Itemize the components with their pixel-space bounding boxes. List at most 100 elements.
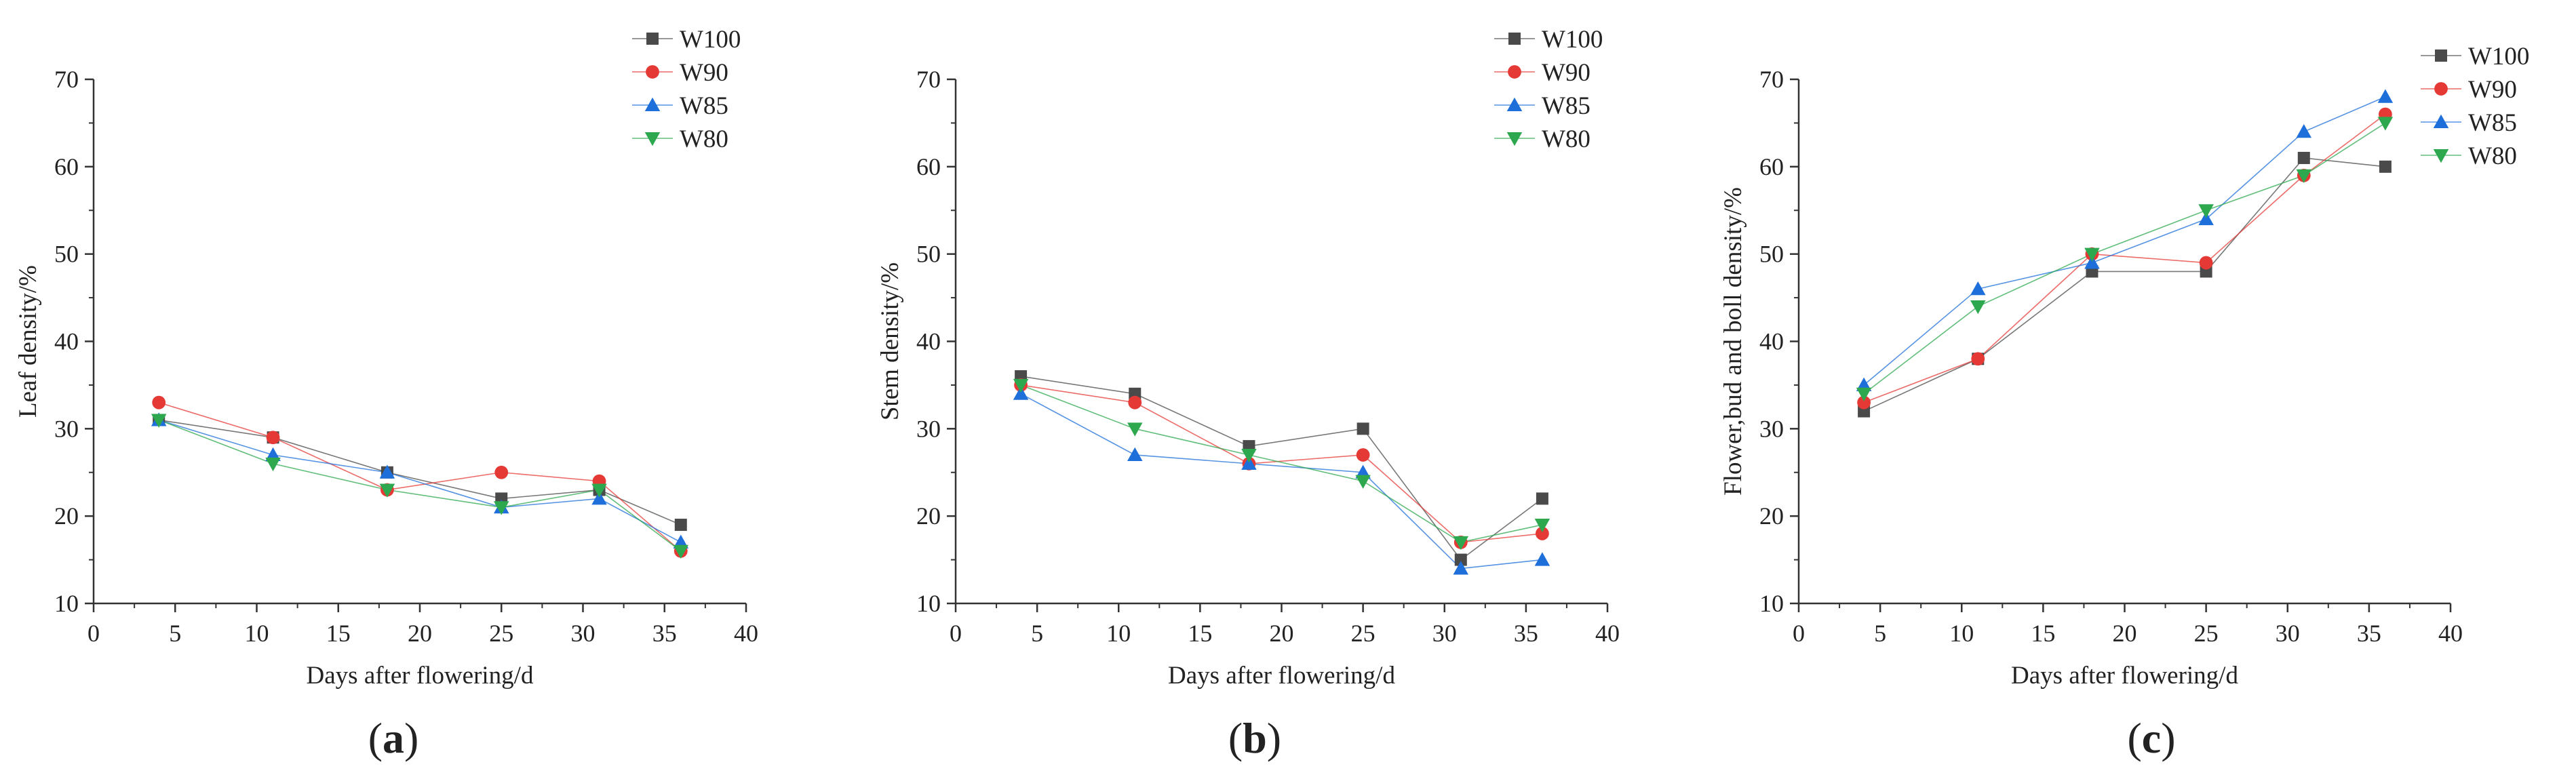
data-point-w85 bbox=[1453, 561, 1469, 575]
data-point-w90 bbox=[266, 431, 280, 445]
legend: W100 W90 W85 W80 bbox=[1494, 26, 1603, 153]
data-point-w85 bbox=[2377, 89, 2394, 103]
data-point-w80 bbox=[2084, 247, 2100, 262]
legend-marker-w85 bbox=[1506, 97, 1523, 111]
legend-marker-w90 bbox=[2434, 82, 2448, 96]
y-tick-label: 50 bbox=[916, 241, 941, 268]
x-tick-label: 0 bbox=[950, 620, 962, 647]
x-axis-title: Days after flowering/d bbox=[2011, 662, 2238, 690]
data-point-w85 bbox=[2296, 124, 2312, 138]
x-tick-label: 25 bbox=[489, 620, 513, 647]
data-point-w90 bbox=[494, 465, 509, 479]
data-point-w80 bbox=[591, 483, 607, 498]
data-point-w100 bbox=[1536, 492, 1548, 505]
series-line-w85 bbox=[158, 419, 682, 543]
data-point-w80 bbox=[1534, 519, 1550, 533]
x-tick-label: 20 bbox=[2113, 620, 2137, 647]
data-point-w80 bbox=[1970, 300, 1986, 315]
legend-marker-w85 bbox=[644, 97, 661, 111]
data-point-w80 bbox=[2296, 169, 2312, 183]
x-tick-label: 35 bbox=[2357, 620, 2381, 647]
x-tick-label: 35 bbox=[652, 620, 677, 647]
y-tick-label: 30 bbox=[54, 415, 79, 442]
legend-label-w80: W80 bbox=[2468, 142, 2517, 170]
data-point-w80 bbox=[1856, 387, 1872, 402]
y-tick-label: 70 bbox=[916, 66, 941, 93]
legend-label-w80: W80 bbox=[1542, 125, 1591, 153]
y-tick-label: 10 bbox=[916, 590, 941, 617]
y-tick-label: 10 bbox=[1759, 590, 1784, 617]
legend-label-w85: W85 bbox=[1542, 92, 1591, 120]
data-point-w100 bbox=[1357, 422, 1369, 435]
data-point-w80 bbox=[379, 483, 395, 498]
series-line-w80 bbox=[1863, 122, 2386, 395]
data-point-w100 bbox=[1454, 553, 1467, 566]
data-point-w90 bbox=[1536, 527, 1549, 540]
legend-label-w100: W100 bbox=[680, 26, 741, 54]
x-tick-label: 25 bbox=[2194, 620, 2219, 647]
y-tick-label: 60 bbox=[916, 153, 941, 180]
data-point-w85 bbox=[1534, 552, 1550, 566]
data-point-w85 bbox=[591, 491, 607, 505]
x-tick-label: 25 bbox=[1351, 620, 1375, 647]
y-axis-title: Flower,bud and boll density/% bbox=[1719, 187, 1747, 496]
y-tick-label: 10 bbox=[54, 590, 79, 617]
series-line-w100 bbox=[1863, 157, 2385, 412]
data-point-w80 bbox=[1453, 536, 1469, 551]
x-tick-label: 15 bbox=[2031, 620, 2055, 647]
series-line-w100 bbox=[159, 419, 682, 525]
x-tick-label: 20 bbox=[1270, 620, 1294, 647]
x-tick-label: 15 bbox=[1188, 620, 1212, 647]
legend-marker-w80 bbox=[2433, 149, 2449, 163]
legend-marker-w90 bbox=[646, 65, 659, 79]
data-point-w90 bbox=[2199, 256, 2213, 270]
panel-label: (c) bbox=[2127, 714, 2175, 762]
data-point-w85 bbox=[2084, 255, 2100, 269]
data-point-w85 bbox=[1241, 456, 1257, 470]
data-point-w90 bbox=[1857, 395, 1871, 410]
legend-marker-w85 bbox=[2433, 114, 2449, 128]
series-line-w90 bbox=[1863, 113, 2386, 403]
data-point-w80 bbox=[673, 544, 689, 559]
y-tick-label: 50 bbox=[1759, 241, 1784, 268]
y-tick-label: 20 bbox=[916, 502, 941, 530]
x-axis-title: Days after flowering/d bbox=[1168, 662, 1395, 690]
y-axis-title: Stem density/% bbox=[876, 262, 904, 420]
y-tick-label: 40 bbox=[916, 328, 941, 355]
chart-panel-c: 0 5 10 15 20 25 30 35 40 10 20 30 40 50 60 70 Days after… bbox=[1719, 43, 2529, 762]
y-tick-label: 60 bbox=[54, 153, 79, 180]
legend-marker-w100 bbox=[1508, 33, 1521, 45]
data-point-w100 bbox=[674, 519, 687, 532]
x-tick-label: 5 bbox=[169, 620, 181, 647]
legend-label-w80: W80 bbox=[680, 125, 728, 153]
legend-label-w100: W100 bbox=[2468, 43, 2529, 71]
legend-marker-w80 bbox=[1506, 132, 1523, 146]
x-tick-label: 5 bbox=[1031, 620, 1043, 647]
x-tick-label: 15 bbox=[326, 620, 351, 647]
y-tick-label: 40 bbox=[1759, 328, 1784, 355]
legend-marker-w100 bbox=[2435, 49, 2447, 62]
x-tick-label: 0 bbox=[1793, 620, 1805, 647]
data-point-w85 bbox=[1127, 447, 1143, 461]
legend: W100 W90 W85 W80 bbox=[2421, 43, 2529, 170]
data-point-w80 bbox=[494, 501, 509, 515]
legend-label-w90: W90 bbox=[680, 59, 728, 87]
data-point-w80 bbox=[2377, 117, 2394, 131]
data-point-w90 bbox=[1128, 395, 1142, 410]
x-tick-label: 40 bbox=[734, 620, 758, 647]
y-tick-label: 40 bbox=[54, 328, 79, 355]
x-tick-label: 30 bbox=[2276, 620, 2300, 647]
x-tick-label: 30 bbox=[1432, 620, 1457, 647]
series-line-w80 bbox=[158, 419, 682, 552]
legend-label-w100: W100 bbox=[1542, 26, 1603, 54]
y-tick-label: 50 bbox=[54, 241, 79, 268]
y-tick-label: 20 bbox=[54, 502, 79, 530]
series-line-w90 bbox=[158, 401, 682, 552]
series-line-w100 bbox=[1020, 376, 1543, 561]
chart-panel-a: 0 5 10 15 20 25 30 35 40 10 20 30 40 50 60 70 Days after… bbox=[14, 26, 758, 762]
y-axis-title: Leaf density/% bbox=[14, 265, 42, 418]
x-axis-title: Days after flowering/d bbox=[307, 662, 534, 690]
data-point-w80 bbox=[1013, 378, 1029, 393]
data-point-w100 bbox=[2297, 151, 2310, 164]
series-line-w80 bbox=[1020, 384, 1543, 543]
